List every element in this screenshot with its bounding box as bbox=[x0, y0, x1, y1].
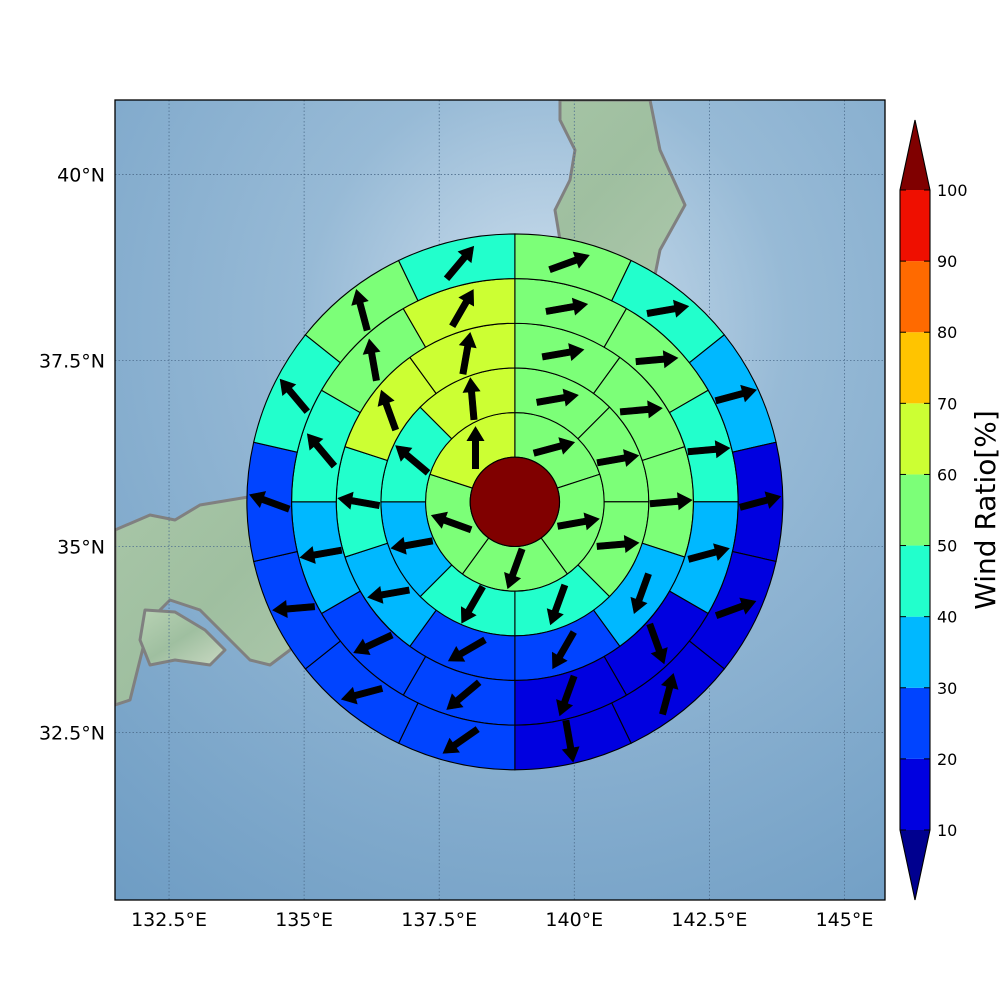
wind-vector-arrow bbox=[532, 437, 576, 457]
wind-vector-arrow bbox=[430, 511, 473, 534]
wind-vector-arrow bbox=[395, 445, 431, 476]
wind-vector-arrow bbox=[687, 440, 731, 459]
colorbar-tick-label: 20 bbox=[937, 750, 957, 769]
lat-tick-label: 35°N bbox=[57, 537, 105, 559]
colorbar-under-extension bbox=[900, 830, 930, 900]
storm-core bbox=[469, 456, 561, 548]
colorbar-tick-label: 30 bbox=[937, 679, 957, 698]
colorbar-tick-label: 50 bbox=[937, 537, 957, 556]
wind-vector-arrow bbox=[596, 449, 640, 467]
wind-vector-arrow bbox=[340, 684, 384, 705]
wind-vector-arrow bbox=[687, 543, 730, 563]
wind-vector-arrow bbox=[446, 679, 482, 710]
colorbar-segment bbox=[900, 403, 930, 475]
wind-vector-arrow bbox=[546, 583, 569, 626]
wind-vector-arrow bbox=[548, 251, 590, 274]
wind-vector-arrow bbox=[367, 585, 411, 604]
wind-vector-arrow bbox=[351, 289, 371, 332]
wind-vector-arrow bbox=[646, 622, 668, 665]
lon-tick-label: 142.5°E bbox=[671, 909, 747, 931]
wind-vector-arrow bbox=[646, 299, 690, 318]
wind-vector-arrow bbox=[545, 297, 589, 316]
colorbar-segment bbox=[900, 687, 930, 759]
colorbar-over-extension bbox=[900, 120, 930, 190]
lon-tick-label: 140°E bbox=[545, 909, 603, 931]
wind-vector-arrow bbox=[466, 426, 485, 469]
colorbar-segment bbox=[900, 261, 930, 333]
wind-vector-arrow bbox=[659, 673, 679, 716]
wind-vector-arrow bbox=[390, 536, 434, 555]
wind-vector-arrow bbox=[462, 377, 481, 421]
wind-polar-grid bbox=[246, 233, 784, 771]
wind-vector-arrow bbox=[630, 572, 652, 614]
wind-vector-arrow bbox=[504, 547, 526, 590]
colorbar-tick-label: 70 bbox=[937, 394, 957, 413]
wind-vector-arrow bbox=[556, 512, 600, 531]
wind-vector-arrow bbox=[279, 378, 310, 414]
wind-vector-arrow bbox=[541, 343, 585, 361]
lon-tick-label: 135°E bbox=[275, 909, 333, 931]
wind-vector-arrow bbox=[458, 331, 477, 375]
wind-vector-arrow bbox=[596, 534, 640, 553]
wind-vector-arrow bbox=[272, 599, 316, 618]
latitude-tick-labels: 32.5°N 35°N 37.5°N 40°N bbox=[39, 164, 105, 744]
wind-vector-arrow bbox=[556, 674, 578, 717]
wind-vector-arrow bbox=[635, 350, 679, 369]
colorbar: 10 20 30 40 50 60 70 80 90 100 bbox=[899, 119, 968, 901]
wind-vector-arrow bbox=[649, 492, 693, 511]
wind-vector-arrow bbox=[362, 338, 381, 382]
colorbar-label: Wind Ratio[%] bbox=[969, 410, 1000, 610]
colorbar-segment bbox=[900, 474, 930, 546]
wind-vector-arrow bbox=[561, 719, 580, 763]
wind-vector-arrow bbox=[449, 289, 475, 328]
longitude-tick-labels: 132.5°E 135°E 137.5°E 140°E 142.5°E 145°E bbox=[131, 909, 873, 931]
colorbar-tick-label: 10 bbox=[937, 821, 957, 840]
wind-vector-arrow bbox=[460, 584, 486, 624]
wind-vector-arrow bbox=[714, 597, 757, 619]
colorbar-tick-label: 90 bbox=[937, 252, 957, 271]
wind-vector-arrow bbox=[337, 491, 381, 510]
colorbar-segment bbox=[900, 190, 930, 262]
wind-vector-arrow bbox=[249, 491, 291, 513]
wind-vector-arrow bbox=[551, 630, 577, 670]
lon-tick-label: 137.5°E bbox=[401, 909, 477, 931]
island-coastline bbox=[138, 608, 227, 667]
wind-vector-arrow bbox=[447, 636, 487, 662]
lon-tick-label: 132.5°E bbox=[131, 909, 207, 931]
map-frame bbox=[114, 99, 886, 901]
wind-direction-arrows bbox=[249, 245, 782, 763]
colorbar-tick-label: 80 bbox=[937, 323, 957, 342]
lat-tick-label: 37.5°N bbox=[39, 350, 105, 372]
colorbar-segment bbox=[900, 545, 930, 617]
lat-tick-label: 32.5°N bbox=[39, 723, 105, 745]
colorbar-tick-label: 40 bbox=[937, 608, 957, 627]
wind-vector-arrow bbox=[535, 388, 579, 407]
wind-vector-arrow bbox=[738, 491, 782, 511]
lon-tick-label: 145°E bbox=[816, 909, 874, 931]
wind-vector-arrow bbox=[299, 546, 343, 564]
colorbar-segment bbox=[900, 616, 930, 688]
wind-vector-arrow bbox=[443, 245, 475, 282]
colorbar-segment bbox=[900, 758, 930, 830]
wind-vector-arrow bbox=[442, 726, 480, 754]
wind-vector-arrow bbox=[377, 389, 400, 432]
colorbar-tick-label: 60 bbox=[937, 465, 957, 484]
colorbar-segment bbox=[900, 332, 930, 404]
lat-tick-label: 40°N bbox=[57, 164, 105, 186]
wind-vector-arrow bbox=[619, 400, 663, 419]
colorbar-tick-label: 100 bbox=[937, 181, 968, 200]
wind-vector-arrow bbox=[714, 384, 757, 405]
wind-vector-arrow bbox=[306, 433, 338, 469]
wind-vector-arrow bbox=[353, 631, 394, 655]
